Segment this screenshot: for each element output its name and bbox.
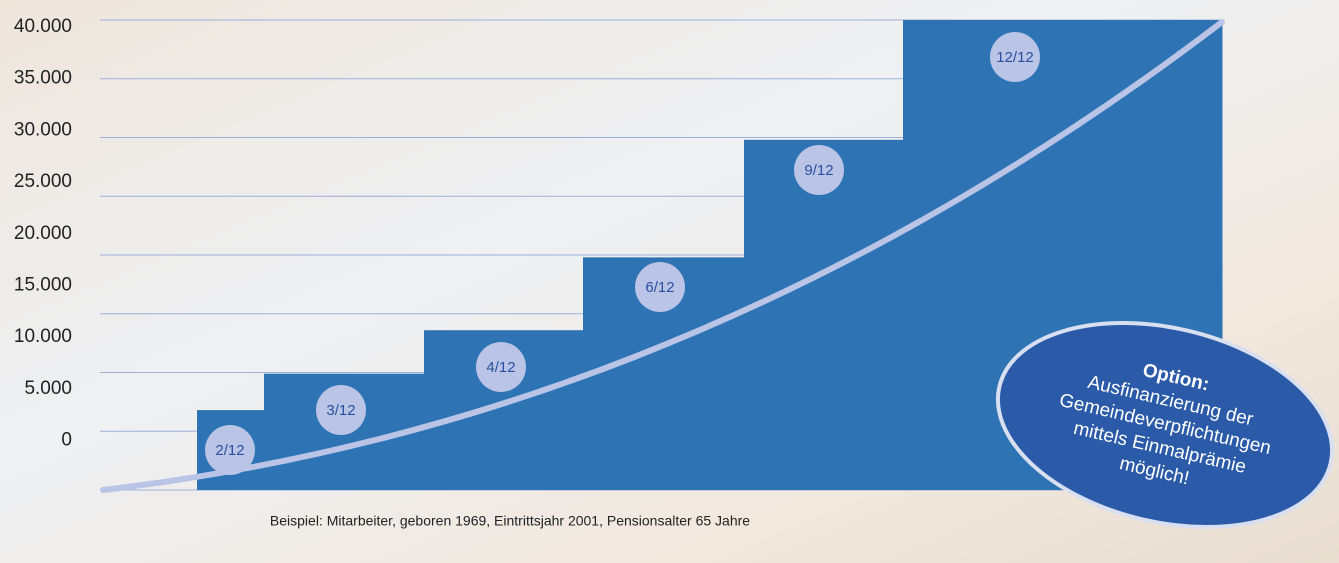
category-label: 12/12 — [996, 49, 1034, 66]
badge: Option: Ausfinanzierung der Gemeindeverp… — [995, 321, 1335, 529]
y-tick-label: 10.000 — [14, 326, 72, 347]
label-circle — [794, 145, 844, 195]
y-tick-label: 25.000 — [14, 171, 72, 192]
y-tick-label: 5.000 — [24, 378, 72, 399]
category-label: 6/12 — [645, 279, 674, 296]
trend-curve — [100, 19, 1225, 493]
category-label: 4/12 — [486, 359, 515, 376]
y-tick-label: 35.000 — [14, 68, 72, 89]
category-label: 3/12 — [326, 402, 355, 419]
category-label: 9/12 — [804, 162, 833, 179]
footnote: Beispiel: Mitarbeiter, geboren 1969, Ein… — [270, 513, 750, 529]
y-tick-label: 20.000 — [14, 223, 72, 244]
label-circle — [635, 262, 685, 312]
label-circle — [205, 425, 255, 475]
label-circle — [990, 32, 1040, 82]
badge-ellipse — [995, 321, 1335, 529]
y-tick-label: 40.000 — [14, 16, 72, 37]
label-circle — [316, 385, 366, 435]
label-circle — [476, 342, 526, 392]
y-tick-label: 30.000 — [14, 119, 72, 140]
y-tick-label: 15.000 — [14, 275, 72, 296]
bar — [744, 139, 904, 490]
category-label: 2/12 — [215, 442, 244, 459]
y-tick-label: 0 — [61, 430, 72, 451]
